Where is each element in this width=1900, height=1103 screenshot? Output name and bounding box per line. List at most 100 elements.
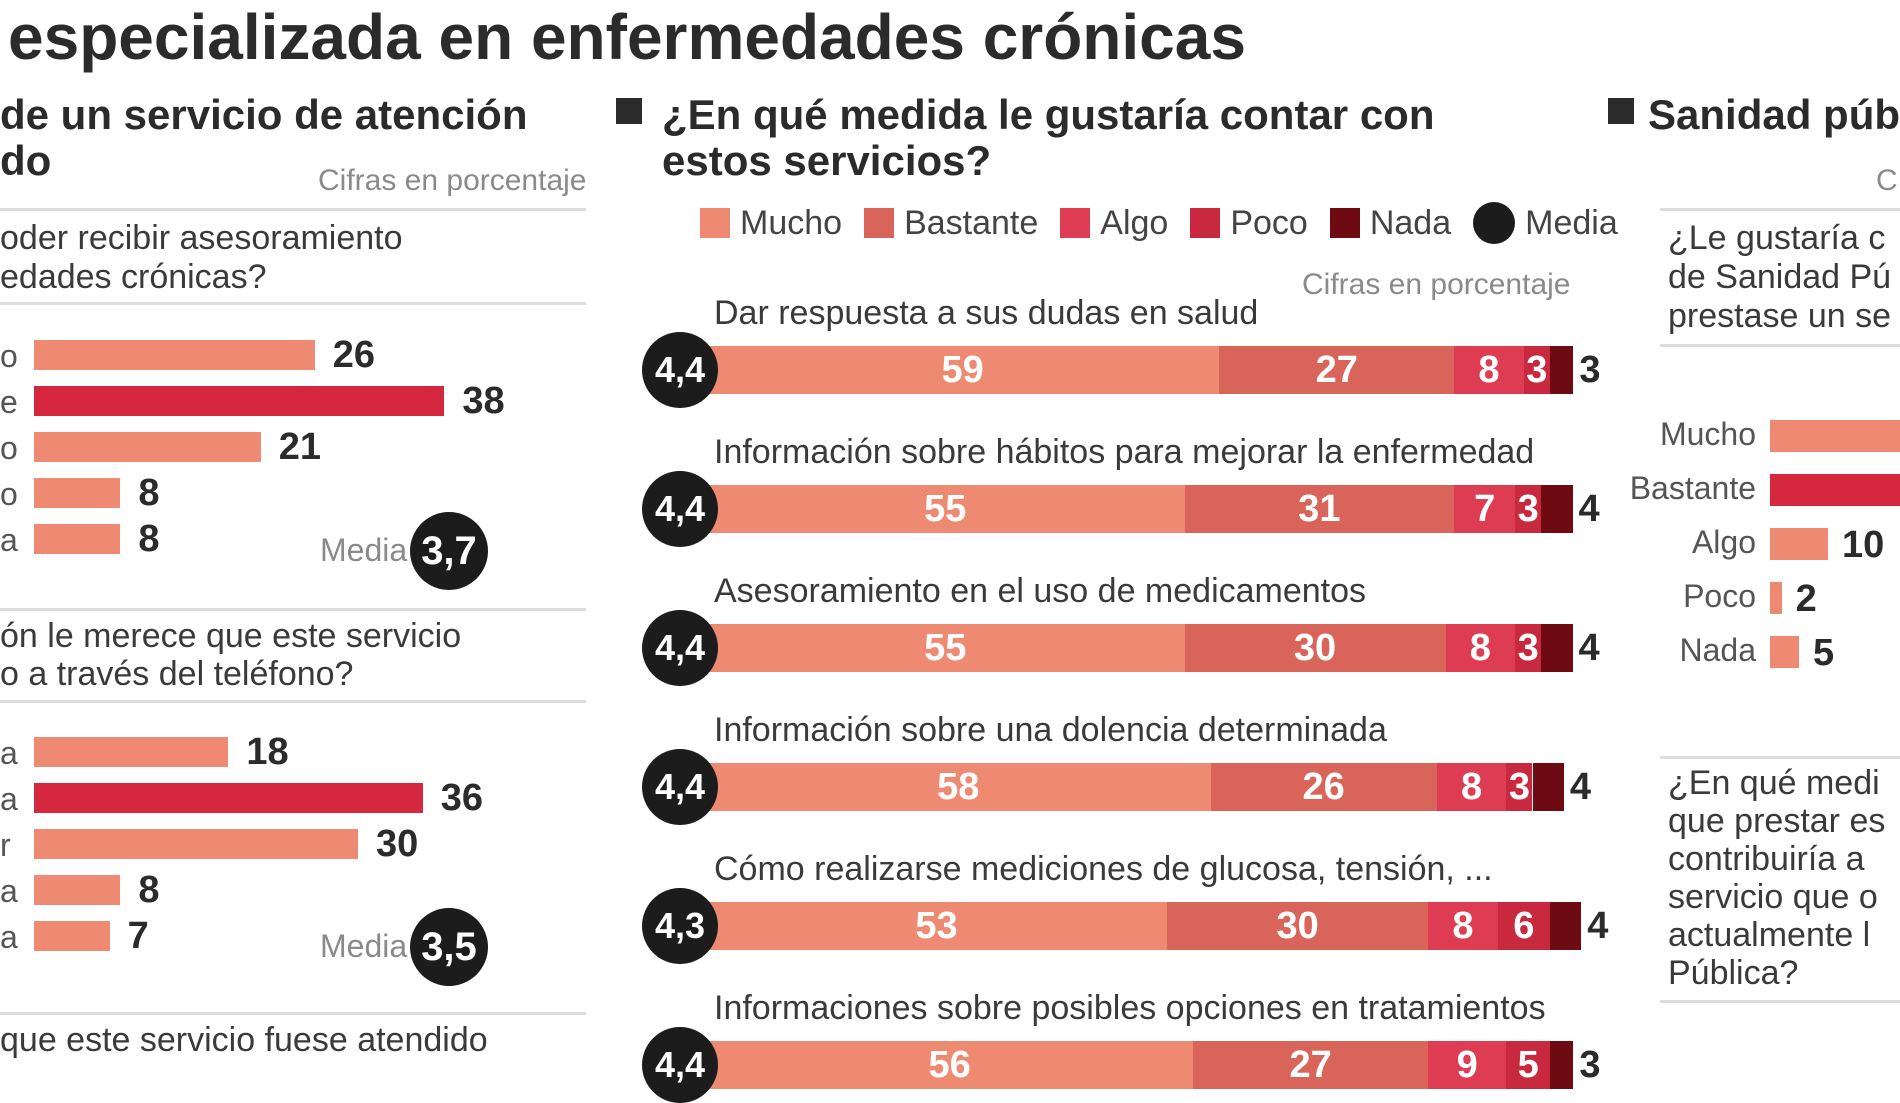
- bar-segment: 3: [1515, 624, 1542, 672]
- right-q2-line3: contribuiría a: [1668, 840, 1865, 878]
- stacked-bar: 55 31 7 3: [706, 485, 1576, 533]
- bar: [1770, 582, 1782, 614]
- right-rule-3: [1660, 756, 1900, 759]
- left-q2-line2: o a través del teléfono?: [0, 655, 354, 693]
- stacked-bar: 56 27 9 5: [706, 1041, 1576, 1089]
- bar-segment: 5: [1506, 1041, 1550, 1089]
- bar-value-label: 8: [138, 869, 160, 911]
- left-q1-line1: oder recibir asesoramiento: [0, 219, 403, 257]
- bar-end-value: 3: [1579, 1044, 1601, 1086]
- bar: [34, 432, 261, 462]
- left-media-label-2: Media: [320, 928, 408, 964]
- bar-category-label: o: [0, 476, 18, 512]
- middle-title-square: [616, 98, 642, 124]
- bar-segment: 55: [706, 485, 1185, 533]
- bar: [1770, 420, 1900, 452]
- media-circle: 4,4: [642, 610, 718, 686]
- bar-segment: 8: [1428, 902, 1498, 950]
- headline: especializada en enfermedades crónicas: [8, 1, 1246, 73]
- left-rule-3: [0, 608, 586, 611]
- media-circle: 4,4: [642, 749, 718, 825]
- left-rule-1: [0, 208, 586, 211]
- bar-end-value: 4: [1578, 627, 1600, 669]
- bar-end-value: 4: [1578, 488, 1600, 530]
- bar-segment: 31: [1184, 485, 1455, 533]
- media-circle: 4,3: [642, 888, 718, 964]
- legend-swatch-bastante: [864, 208, 895, 238]
- bar-segment-nada: [1549, 346, 1574, 394]
- bar-segment: 3: [1515, 485, 1542, 533]
- bar-segment-nada: [1549, 902, 1582, 950]
- legend-label-nada: Nada: [1369, 203, 1452, 242]
- bar-value-label: 26: [332, 334, 376, 376]
- stacked-bar: 59 27 8 3: [706, 346, 1576, 394]
- bar-segment: 7: [1454, 485, 1516, 533]
- legend-item-nada: Nada: [1329, 203, 1452, 243]
- bar: [34, 340, 315, 370]
- bar-segment: 27: [1219, 346, 1455, 394]
- bar-end-value: 4: [1569, 766, 1591, 808]
- left-rule-2: [0, 302, 586, 305]
- left-bar-chart-2: a 18 a 36 r 30 a 8 a 7: [0, 731, 586, 967]
- left-q3-line1: que este servicio fuese atendido: [0, 1021, 488, 1059]
- left-rule-5: [0, 1012, 586, 1015]
- bar-segment-nada: [1532, 763, 1564, 811]
- bar: [34, 737, 229, 767]
- bar-category-label: Mucho: [1659, 416, 1756, 452]
- legend-label-poco: Poco: [1230, 203, 1308, 242]
- bar-value-label: 10: [1842, 524, 1885, 566]
- bar-value-label: 5: [1813, 632, 1835, 674]
- legend-swatch-poco: [1190, 208, 1221, 238]
- bar-segment-nada: [1549, 1041, 1574, 1089]
- right-rule-4: [1660, 1000, 1900, 1003]
- bar-segment-nada: [1541, 485, 1573, 533]
- right-title-square: [1608, 98, 1634, 124]
- bar-value-label: 21: [278, 426, 322, 468]
- bar: [1770, 474, 1900, 506]
- legend: Mucho Bastante Algo Poco Nada Media: [700, 202, 1618, 244]
- bar-category-label: a: [0, 781, 18, 817]
- bar-category-label: Poco: [1683, 578, 1756, 614]
- bar-segment: 58: [706, 763, 1211, 811]
- bar-value-label: 36: [440, 777, 484, 819]
- bar-category-label: e: [0, 384, 18, 420]
- bar-segment: 8: [1436, 763, 1507, 811]
- left-media-circle-1: 3,7: [410, 512, 488, 590]
- bar-category-label: a: [0, 919, 18, 955]
- bar: [34, 783, 423, 813]
- row-label: Información sobre una dolencia determina…: [714, 711, 1387, 749]
- legend-label-mucho: Mucho: [740, 203, 843, 242]
- right-q1-line1: ¿Le gustaría c: [1668, 219, 1886, 257]
- right-rule-1: [1660, 208, 1900, 211]
- bar-segment: 59: [706, 346, 1220, 394]
- middle-title-line2: estos servicios?: [662, 137, 992, 184]
- left-media-label-1: Media: [320, 532, 408, 568]
- legend-label-media: Media: [1525, 203, 1618, 242]
- middle-title-line1: ¿En qué medida le gustaría contar con: [662, 91, 1435, 138]
- bar: [34, 478, 121, 508]
- media-circle: 4,4: [642, 1027, 718, 1103]
- right-title: Sanidad púb: [1648, 91, 1900, 138]
- bar-segment: 3: [1506, 763, 1533, 811]
- right-q2-line2: que prestar es: [1668, 802, 1886, 840]
- bar-category-label: Algo: [1691, 524, 1756, 560]
- row-label: Información sobre hábitos para mejorar l…: [714, 433, 1535, 471]
- bar-segment: 8: [1454, 346, 1524, 394]
- bar-category-label: a: [0, 735, 18, 771]
- bar-category-label: r: [0, 827, 11, 863]
- bar-category-label: Nada: [1679, 632, 1757, 668]
- right-q2-line6: Pública?: [1668, 954, 1799, 992]
- bar-value-label: 8: [138, 518, 160, 560]
- bar-value-label: 18: [246, 731, 289, 773]
- bar-category-label: a: [0, 873, 18, 909]
- legend-item-mucho: Mucho: [700, 204, 842, 243]
- bar-value-label: 7: [127, 915, 149, 957]
- right-q2-line4: servicio que o: [1668, 878, 1878, 916]
- media-circle: 4,4: [642, 332, 718, 408]
- right-q1-line3: prestase un se: [1668, 297, 1892, 335]
- stacked-bar: 53 30 8 6: [706, 902, 1582, 950]
- right-q2-line5: actualmente l: [1668, 916, 1871, 954]
- bar-segment: 30: [1167, 902, 1429, 950]
- bar-segment: 6: [1497, 902, 1550, 950]
- right-rule-2: [1660, 344, 1900, 347]
